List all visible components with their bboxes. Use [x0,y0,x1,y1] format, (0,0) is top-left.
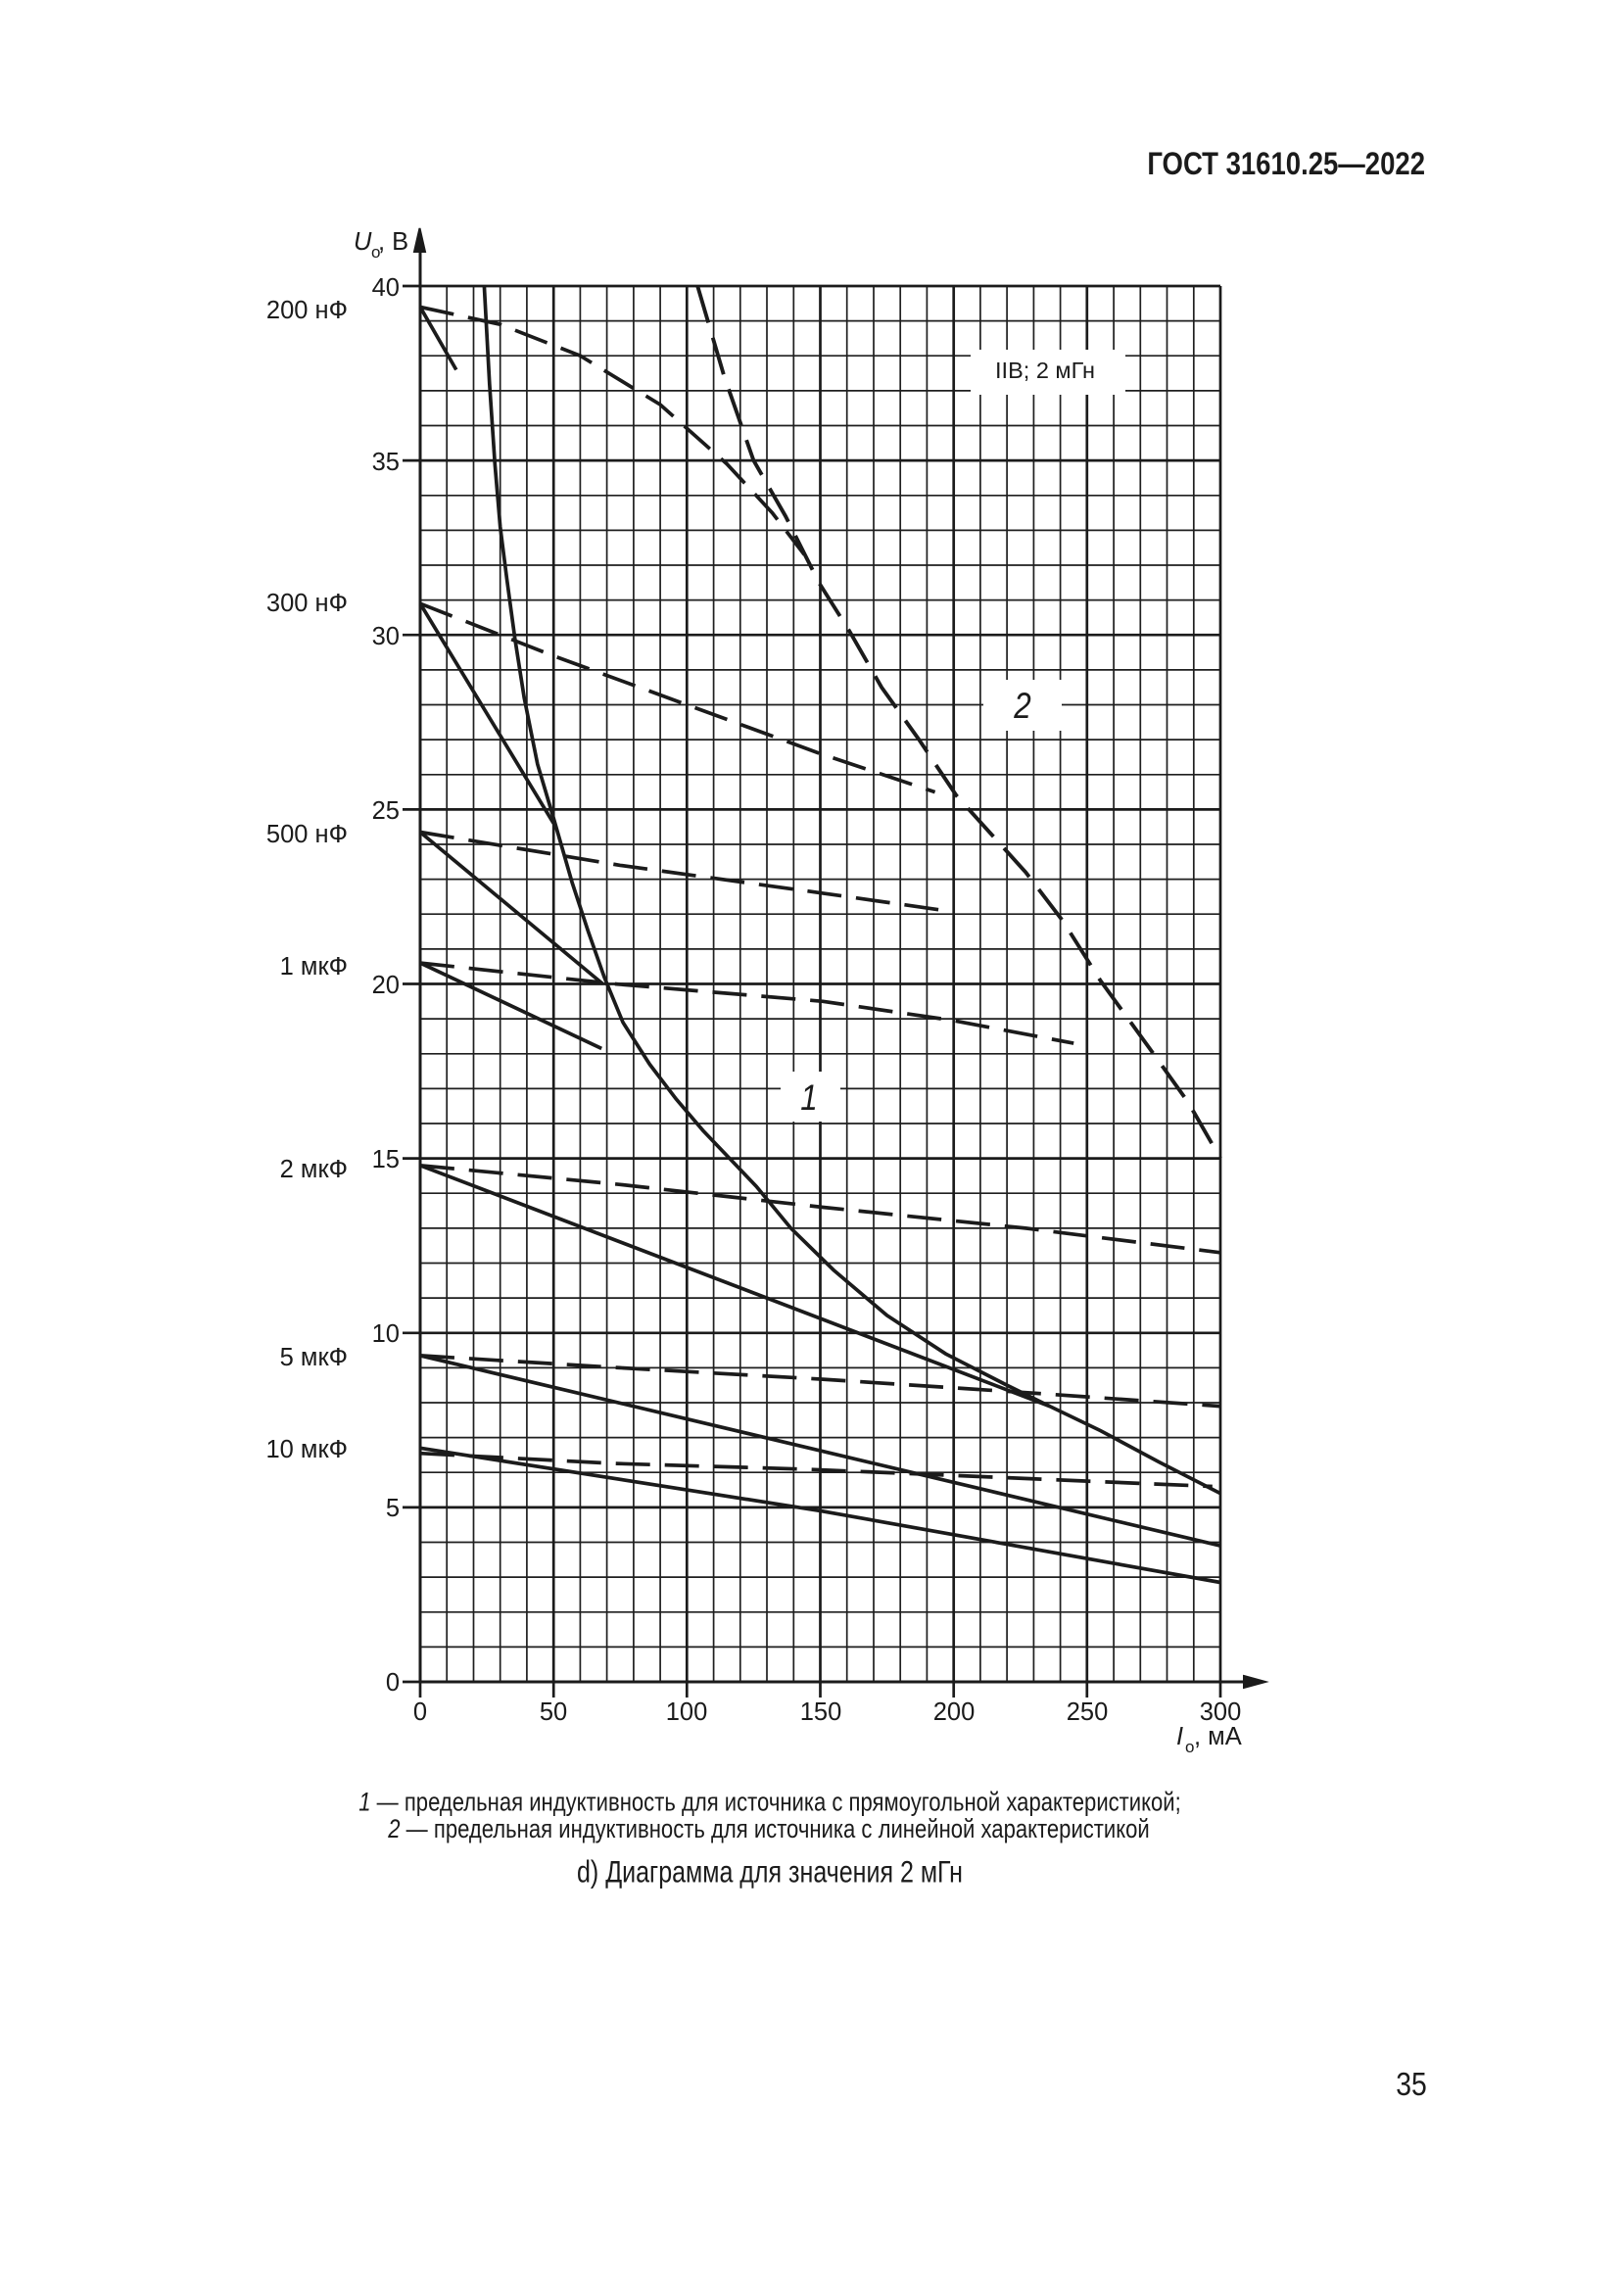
svg-text:15: 15 [372,1146,400,1173]
svg-text:150: 150 [800,1698,842,1726]
svg-text:5: 5 [386,1495,400,1522]
svg-text:ГОСТ 31610.25—2022: ГОСТ 31610.25—2022 [1147,147,1425,181]
svg-text:1 мкФ: 1 мкФ [280,953,348,981]
svg-text:2 — предельная индуктивность д: 2 — предельная индуктивность для источни… [387,1815,1149,1843]
svg-text:35: 35 [1396,2066,1427,2103]
svg-text:1: 1 [800,1078,817,1119]
svg-text:0: 0 [386,1669,400,1697]
svg-text:35: 35 [372,449,400,476]
svg-text:d) Диаграмма для значения 2 мГ: d) Диаграмма для значения 2 мГн [577,1855,963,1890]
svg-text:10 мкФ: 10 мкФ [265,1436,348,1463]
svg-text:, В: , В [378,228,408,256]
svg-text:I: I [1176,1723,1183,1750]
svg-text:25: 25 [372,797,400,825]
svg-text:20: 20 [372,972,400,999]
svg-text:200 нФ: 200 нФ [266,297,348,324]
svg-text:U: U [354,228,372,256]
svg-text:0: 0 [413,1698,427,1726]
svg-text:40: 40 [372,274,400,302]
svg-text:30: 30 [372,623,400,650]
svg-text:50: 50 [540,1698,567,1726]
svg-text:, мА: , мА [1194,1723,1242,1750]
svg-text:1 — предельная индуктивность д: 1 — предельная индуктивность для источни… [358,1789,1181,1817]
svg-text:о: о [1185,1738,1194,1756]
svg-text:300 нФ: 300 нФ [266,590,348,617]
svg-text:5 мкФ: 5 мкФ [280,1344,348,1371]
svg-text:2: 2 [1013,687,1030,727]
svg-text:IIB; 2 мГн: IIB; 2 мГн [995,358,1095,383]
svg-text:500 нФ: 500 нФ [266,821,348,848]
svg-text:300: 300 [1200,1698,1242,1726]
svg-text:о: о [371,243,380,262]
svg-text:10: 10 [372,1320,400,1348]
svg-text:200: 200 [933,1698,976,1726]
svg-text:100: 100 [666,1698,708,1726]
svg-text:250: 250 [1067,1698,1109,1726]
svg-text:2 мкФ: 2 мкФ [280,1156,348,1183]
